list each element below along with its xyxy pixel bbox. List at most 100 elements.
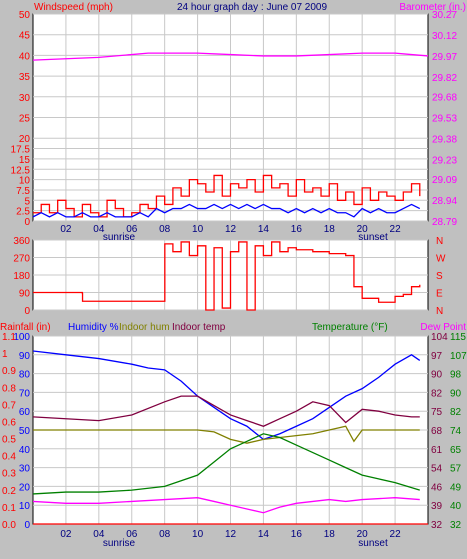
temperature-tick-label: 46 — [431, 482, 443, 493]
barometer-tick-label: 29.23 — [432, 155, 457, 166]
indoor-hum-label: Indoor hum — [119, 322, 170, 333]
rainfall-tick-label: 0.6 — [2, 417, 16, 428]
barometer-tick-label: 28.94 — [432, 196, 457, 207]
dewpoint-tick-label: 40 — [450, 501, 462, 512]
x-tick-label-top: 18 — [324, 224, 336, 235]
sunset-label-top: sunset — [358, 232, 388, 243]
temperature-tick-label: 32 — [431, 520, 443, 531]
humidity-tick-label: 40 — [19, 445, 31, 456]
compass-tick-label: E — [436, 289, 443, 300]
rainfall-tick-label: 0.2 — [2, 486, 16, 497]
series-wind-direction-line — [33, 241, 421, 311]
x-tick-label-top: 20 — [357, 224, 369, 235]
rainfall-tick-label: 0.8 — [2, 383, 16, 394]
x-tick-label-top: 08 — [159, 224, 171, 235]
x-tick-label-bottom: 10 — [192, 529, 204, 540]
sunrise-label-bottom: sunrise — [103, 538, 136, 549]
windspeed-tick-label: 10 — [19, 176, 31, 187]
chart-title: 24 hour graph day : June 07 2009 — [177, 2, 328, 13]
compass-tick-label: N — [436, 236, 443, 247]
windspeed-tick-label: 0 — [24, 217, 30, 228]
rainfall-tick-label: 1 — [2, 349, 8, 360]
temperature-tick-label: 39 — [431, 501, 443, 512]
humidity-tick-label: 20 — [19, 482, 31, 493]
rainfall-tick-label: 0.3 — [2, 469, 16, 480]
direction-tick-label: 180 — [13, 271, 30, 282]
barometer-tick-label: 30.27 — [432, 10, 457, 21]
dewpoint-tick-label: 90 — [450, 388, 462, 399]
humidity-tick-label: 50 — [19, 426, 31, 437]
windspeed-tick-label: 35 — [19, 72, 31, 83]
barometer-tick-label: 29.82 — [432, 73, 457, 84]
x-tick-label-top: 04 — [93, 224, 105, 235]
barometer-axis-label: Barometer (in.) — [399, 2, 466, 13]
indoor-temp-label: Indoor temp — [172, 322, 226, 333]
x-tick-label-top: 12 — [225, 224, 237, 235]
series-windspeed-line — [33, 174, 421, 218]
rainfall-tick-label: 0.5 — [2, 435, 16, 446]
x-tick-label-top: 16 — [291, 224, 303, 235]
series-humidity-line — [32, 350, 421, 441]
windspeed-tick-label: 5 — [24, 196, 30, 207]
x-tick-label-bottom: 14 — [258, 529, 270, 540]
tick-labels: 0202040406060808101012121414161618182020… — [2, 10, 467, 540]
direction-tick-label: 360 — [13, 236, 30, 247]
humidity-tick-label: 90 — [19, 351, 31, 362]
temperature-tick-label: 104 — [431, 332, 448, 343]
barometer-tick-label: 30.12 — [432, 31, 457, 42]
compass-tick-label: N — [436, 306, 443, 317]
rainfall-tick-label: 0.9 — [2, 366, 16, 377]
windspeed-tick-label: 45 — [19, 31, 31, 42]
dewpoint-axis-label: Dew Point — [420, 322, 466, 333]
x-tick-label-top: 22 — [390, 224, 402, 235]
rainfall-tick-label: 0.0 — [2, 520, 16, 531]
direction-tick-label: 0 — [24, 306, 30, 317]
dewpoint-tick-label: 57 — [450, 464, 462, 475]
direction-tick-label: 270 — [13, 254, 30, 265]
dewpoint-tick-label: 32 — [450, 520, 462, 531]
temperature-tick-label: 61 — [431, 445, 443, 456]
series-temperature-f-line — [32, 433, 420, 495]
windspeed-tick-label: 12.5 — [11, 165, 31, 176]
direction-tick-label: 90 — [19, 289, 31, 300]
compass-tick-label: W — [436, 254, 446, 265]
dewpoint-tick-label: 49 — [450, 482, 462, 493]
humidity-tick-label: 60 — [19, 407, 31, 418]
humidity-tick-label: 80 — [19, 370, 31, 381]
x-tick-label-bottom: 16 — [291, 529, 303, 540]
windspeed-tick-label: 50 — [19, 10, 31, 21]
barometer-tick-label: 29.38 — [432, 134, 457, 145]
barometer-tick-label: 29.09 — [432, 175, 457, 186]
windspeed-tick-label: 7.5 — [16, 186, 30, 197]
rainfall-tick-label: 0.1 — [2, 503, 16, 514]
windspeed-axis-label: Windspeed (mph) — [34, 2, 113, 13]
dewpoint-tick-label: 98 — [450, 370, 462, 381]
temperature-tick-label: 90 — [431, 370, 443, 381]
humidity-tick-label: 0 — [24, 520, 30, 531]
temperature-axis-label: Temperature (°F) — [312, 322, 388, 333]
barometer-tick-label: 29.53 — [432, 114, 457, 125]
x-tick-label-bottom: 06 — [126, 529, 138, 540]
sunset-label-bottom: sunset — [358, 538, 388, 549]
series-barometer-line — [32, 52, 429, 61]
rainfall-axis-label: Rainfall (in) — [0, 322, 51, 333]
x-tick-label-bottom: 04 — [93, 529, 105, 540]
humidity-axis-label: Humidity % — [68, 322, 119, 333]
x-tick-label-top: 10 — [192, 224, 204, 235]
humidity-tick-label: 100 — [13, 332, 30, 343]
dewpoint-tick-label: 65 — [450, 445, 462, 456]
temperature-tick-label: 97 — [431, 351, 443, 362]
x-tick-label-bottom: 18 — [324, 529, 336, 540]
x-tick-label-top: 02 — [60, 224, 72, 235]
windspeed-tick-label: 2.5 — [16, 207, 30, 218]
dewpoint-tick-label: 82 — [450, 407, 462, 418]
humidity-tick-label: 30 — [19, 464, 31, 475]
x-tick-label-top: 14 — [258, 224, 270, 235]
windspeed-tick-label: 15 — [19, 155, 31, 166]
windspeed-tick-label: 30 — [19, 93, 31, 104]
x-tick-label-bottom: 22 — [390, 529, 402, 540]
windspeed-tick-label: 40 — [19, 51, 31, 62]
rainfall-tick-label: 1.1 — [2, 332, 16, 343]
